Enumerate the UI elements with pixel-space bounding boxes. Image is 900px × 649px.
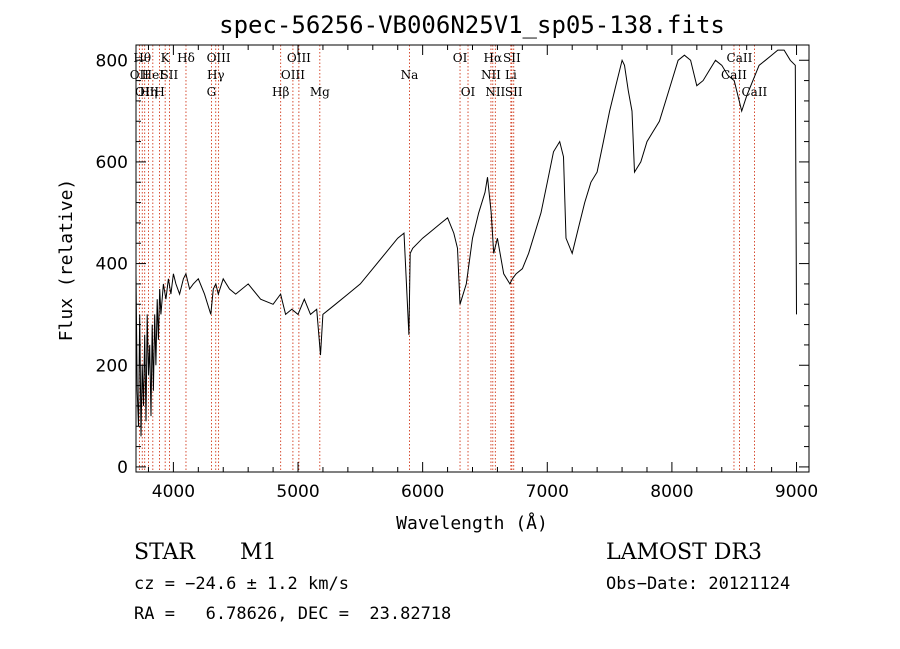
line-marker-label: OII: [130, 68, 150, 82]
x-tick-label: 6000: [401, 482, 444, 502]
line-marker-label: OIII: [281, 68, 305, 82]
line-marker-label: CaII: [727, 51, 753, 65]
x-tick-label: 4000: [152, 482, 195, 502]
y-axis-label: Flux (relative): [56, 179, 77, 342]
y-axis-ticks: 0 200 400 600 800: [96, 51, 809, 478]
y-tick-label: 600: [96, 153, 128, 173]
line-marker-label: Mg: [310, 85, 330, 99]
line-marker-label: G: [207, 85, 217, 99]
line-marker-label: NII: [481, 68, 501, 82]
x-axis-ticks: 4000 5000 6000 7000 8000 9000: [147, 45, 818, 502]
line-marker-label: Hβ: [272, 85, 289, 99]
line-marker-label: CaII: [741, 85, 767, 99]
x-axis-label: Wavelength (Å): [396, 512, 548, 534]
line-marker-label: SII: [161, 68, 179, 82]
line-marker-label: H: [154, 85, 164, 99]
line-marker-label: Hγ: [207, 68, 225, 82]
line-marker-label: Na: [401, 68, 419, 82]
x-tick-label: 7000: [526, 482, 569, 502]
chart-title: spec-56256-VB006N25V1_sp05-138.fits: [219, 11, 725, 39]
x-tick-label: 5000: [276, 482, 319, 502]
line-marker-label: Li: [505, 68, 517, 82]
line-marker-label: K: [161, 51, 171, 65]
line-marker-label: Hη: [140, 85, 158, 99]
y-tick-label: 800: [96, 51, 128, 71]
object-subclass: M1: [240, 540, 277, 565]
line-marker-label: Hθ: [133, 51, 151, 65]
line-marker-label: OI: [453, 51, 468, 65]
spectrum-line: [135, 49, 797, 437]
line-marker-label: CaII: [721, 68, 747, 82]
line-marker-label: SII: [505, 85, 523, 99]
spectral-line-labels: OIIHθOIIHηHeIHKSIIHδGHγOIIIHβOIIIOIIIMgN…: [130, 51, 768, 99]
object-class: STAR: [134, 540, 195, 565]
line-marker-label: Hα: [484, 51, 503, 65]
plot-frame: [135, 44, 810, 473]
y-tick-label: 0: [117, 458, 128, 478]
x-tick-label: 8000: [650, 482, 693, 502]
line-marker-label: Hδ: [177, 51, 195, 65]
y-tick-label: 200: [96, 356, 128, 376]
line-marker-label: NII: [485, 85, 505, 99]
redshift-text: cz = −24.6 ± 1.2 km/s: [134, 574, 349, 594]
coordinates-text: RA = 6.78626, DEC = 23.82718: [134, 604, 452, 624]
y-tick-label: 400: [96, 255, 128, 275]
line-marker-label: OII: [135, 85, 155, 99]
line-marker-label: OIII: [287, 51, 311, 65]
line-marker-label: OI: [461, 85, 476, 99]
line-marker-label: OIII: [207, 51, 231, 65]
line-marker-label: SII: [503, 51, 521, 65]
line-marker-label: HeI: [142, 68, 165, 82]
spectral-line-markers: [138, 45, 755, 472]
obs-date-text: Obs−Date: 20121124: [606, 574, 791, 594]
survey-name: LAMOST DR3: [606, 540, 762, 565]
x-tick-label: 9000: [775, 482, 818, 502]
